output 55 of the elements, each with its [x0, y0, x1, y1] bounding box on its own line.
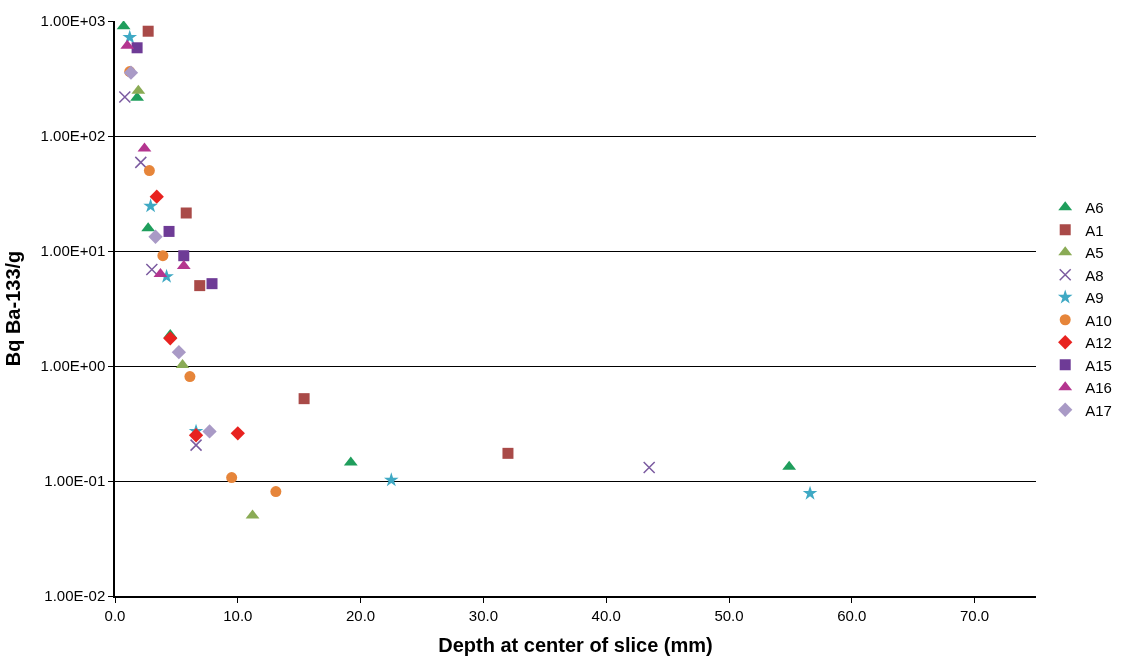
point: [134, 156, 148, 169]
point: [184, 371, 196, 383]
y-tick-label: 1.00E+01: [40, 242, 106, 260]
point: [642, 461, 656, 474]
point: [131, 42, 143, 54]
legend-label: A15: [1085, 356, 1112, 374]
legend-label: A9: [1085, 289, 1104, 307]
point: [118, 90, 132, 104]
y-tick-label: 1.00E-01: [44, 472, 106, 490]
legend-label: A1: [1085, 221, 1104, 239]
point: [148, 229, 163, 244]
x-tick-label: 60.0: [837, 606, 867, 624]
x-tick-label: 10.0: [223, 606, 253, 624]
x-axis-title: Depth at center of slice (mm): [438, 633, 713, 656]
y-tick-label: 1.00E-02: [44, 587, 106, 605]
y-tick-label: 1.00E+02: [40, 127, 106, 145]
x-tick-label: 0.0: [104, 606, 126, 624]
point: [226, 472, 238, 484]
x-tick-label: 50.0: [714, 606, 744, 624]
point: [157, 250, 169, 262]
point: [143, 198, 158, 213]
x-tick-label: 40.0: [591, 606, 621, 624]
y-tick-label: 1.00E+03: [40, 12, 106, 30]
point: [163, 331, 178, 346]
legend-label: A10: [1085, 311, 1112, 329]
y-tick-label: 1.00E+00: [40, 357, 106, 375]
legend-label: A6: [1085, 199, 1104, 217]
point: [178, 250, 190, 262]
point: [502, 447, 514, 459]
y-axis-title: Bq Ba-133/g: [1, 250, 24, 367]
point: [149, 189, 164, 204]
point: [143, 165, 155, 177]
point: [202, 424, 217, 439]
point: [188, 428, 204, 443]
point: [163, 225, 175, 237]
point: [145, 263, 159, 276]
point: [194, 280, 206, 292]
point: [171, 344, 187, 360]
point: [298, 393, 310, 405]
point: [383, 472, 399, 487]
x-tick-label: 70.0: [960, 606, 990, 624]
point: [230, 426, 245, 441]
legend-label: A12: [1085, 334, 1112, 352]
x-tick-label: 30.0: [468, 606, 498, 624]
point: [142, 25, 154, 37]
point: [206, 278, 218, 290]
legend-label: A17: [1085, 401, 1112, 419]
x-tick-label: 20.0: [346, 606, 376, 624]
legend-label: A16: [1085, 379, 1112, 397]
point: [802, 485, 818, 500]
point: [270, 486, 282, 498]
legend-label: A5: [1085, 244, 1104, 262]
point: [189, 438, 203, 452]
legend-label: A8: [1085, 266, 1104, 284]
point: [180, 207, 192, 219]
